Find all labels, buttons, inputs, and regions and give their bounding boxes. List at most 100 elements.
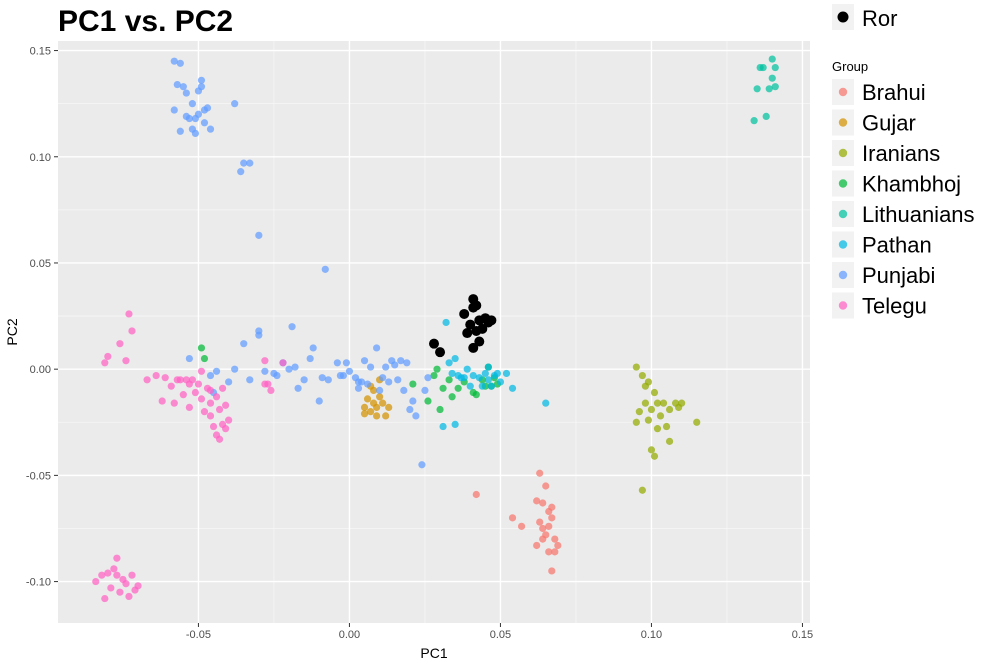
point-pathan [475,374,483,382]
point-telegu [206,386,215,395]
point-iranians [641,399,650,407]
point-punjabi [188,100,196,108]
legend-label-brahui: Brahui [862,80,926,105]
point-telegu [122,580,130,588]
point-punjabi [273,371,281,380]
top-legend-dot [837,11,849,23]
point-telegu [185,403,193,412]
point-lithuanians [765,85,773,93]
y-axis-label: PC2 [4,318,20,345]
point-iranians [653,425,662,433]
point-punjabi [306,354,314,363]
point-punjabi [345,367,354,375]
point-khambhoj [433,365,441,373]
point-punjabi [185,354,193,363]
legend-label-pathan: Pathan [862,233,932,258]
point-pathan [484,376,492,384]
point-punjabi [261,367,269,375]
point-gujar [360,410,369,418]
point-brahui [533,541,541,550]
x-axis-ticks: -0.05 0.00 0.05 0.10 0.15 [186,623,813,641]
point-punjabi [200,119,209,127]
point-telegu [116,340,124,348]
y-tick-label: -0.10 [26,577,51,589]
point-punjabi [309,344,317,352]
legend-swatch-telegu [838,301,848,310]
point-pathan [460,374,468,382]
point-iranians [650,388,659,397]
point-punjabi [321,265,329,273]
point-iranians [638,371,646,380]
point-telegu [206,412,215,420]
point-brahui [536,469,544,477]
point-gujar [360,403,369,412]
point-telegu [209,422,218,431]
point-telegu [267,386,275,395]
point-brahui [554,541,562,550]
minor-gridlines [58,41,810,623]
point-punjabi [291,363,299,371]
point-khambhoj [200,354,209,363]
point-telegu [191,388,200,397]
point-telegu [176,376,184,384]
point-brahui [517,522,526,530]
legend-title: Group [832,59,868,74]
point-punjabi [421,386,429,395]
point-brahui [551,548,559,556]
point-telegu [194,380,203,388]
point-brahui [533,497,541,505]
point-gujar [376,393,384,401]
point-highlight [468,342,479,353]
point-punjabi [315,397,323,405]
legend-swatch-gujar [838,118,848,127]
chart-title: PC1 vs. PC2 [58,5,233,38]
point-punjabi [318,374,326,382]
point-telegu [113,554,121,562]
point-punjabi [400,386,408,395]
y-tick-label: 0.00 [30,364,51,376]
point-pathan [542,399,550,407]
point-brahui [508,514,517,522]
point-iranians [632,418,640,426]
legend-label-iranians: Iranians [862,141,940,166]
legend-label-gujar: Gujar [862,111,916,136]
legend-swatch-lithuanians [838,209,848,219]
x-tick-label: 0.00 [339,629,360,641]
point-khambhoj [436,405,444,414]
point-khambhoj [445,376,453,384]
plot-panel [58,41,810,623]
point-highlight [435,347,446,358]
point-punjabi [197,76,206,84]
point-telegu [218,384,227,392]
point-punjabi [409,397,417,405]
legend-label-lithuanians: Lithuanians [862,202,975,227]
y-tick-label: 0.05 [30,258,51,270]
point-punjabi [225,378,233,386]
point-telegu [170,399,178,407]
point-telegu [128,327,136,335]
x-axis-label: PC1 [420,645,447,661]
point-iranians [647,405,656,414]
point-punjabi [403,359,411,367]
point-iranians [659,399,668,407]
point-punjabi [354,378,363,386]
point-iranians [647,446,656,454]
point-telegu [116,588,124,596]
legend-swatch-brahui [838,87,848,97]
point-telegu [225,416,233,424]
point-punjabi [294,384,302,392]
point-gujar [373,412,381,420]
point-pathan [502,369,511,378]
y-axis-ticks: -0.10 -0.05 0.00 0.05 0.10 0.15 [26,46,58,589]
point-gujar [366,408,375,416]
point-telegu [167,382,175,390]
point-telegu [125,592,133,601]
point-punjabi [391,361,399,369]
legend-swatch-iranians [838,148,848,158]
point-khambhoj [197,344,206,352]
point-telegu [261,357,269,365]
point-brahui [548,514,556,522]
point-iranians [693,418,701,426]
point-punjabi [176,59,184,67]
